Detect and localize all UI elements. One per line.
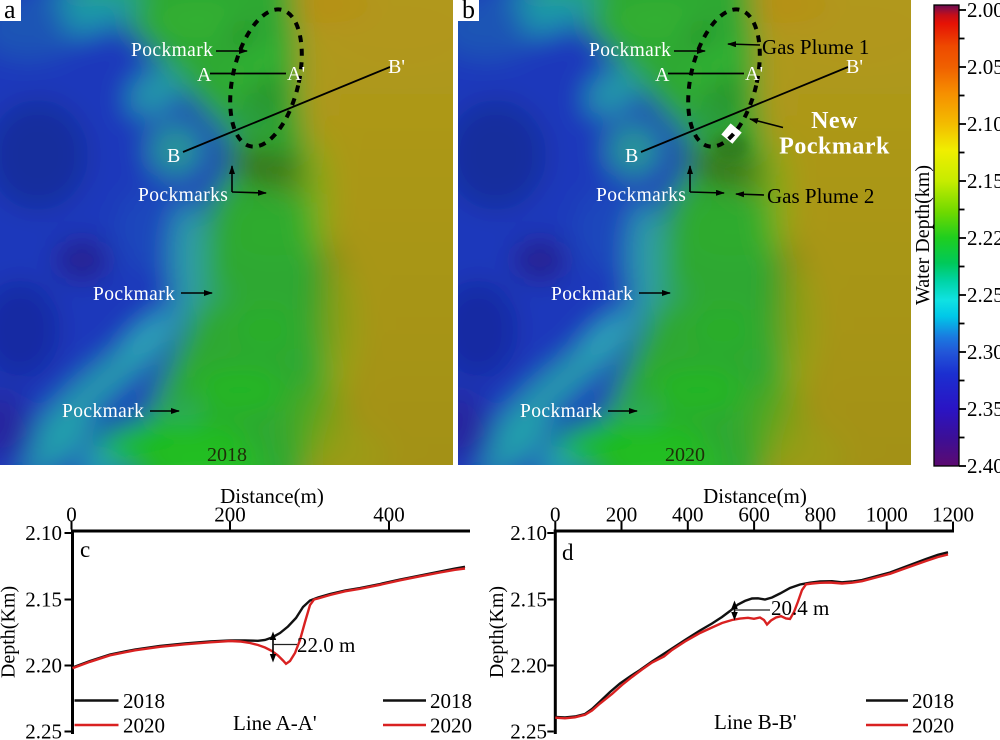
svg-text:2.15: 2.15: [25, 588, 62, 612]
svg-text:Water Depth(km): Water Depth(km): [912, 165, 934, 305]
svg-text:Distance(m): Distance(m): [220, 484, 324, 508]
svg-text:200: 200: [214, 503, 246, 527]
svg-text:A': A': [745, 63, 763, 85]
svg-text:Pockmarks: Pockmarks: [138, 185, 228, 206]
svg-text:2.05: 2.05: [967, 55, 1000, 79]
svg-text:800: 800: [805, 503, 837, 527]
svg-text:Depth(Km): Depth(Km): [0, 586, 20, 678]
svg-text:2018: 2018: [430, 689, 472, 713]
svg-text:A: A: [655, 64, 670, 86]
svg-text:Distance(m): Distance(m): [703, 484, 807, 508]
svg-text:Gas Plume 2: Gas Plume 2: [767, 184, 874, 208]
svg-text:1000: 1000: [866, 503, 908, 527]
svg-text:Pockmark: Pockmark: [779, 134, 890, 160]
svg-text:2.35: 2.35: [967, 397, 1000, 421]
svg-text:Pockmark: Pockmark: [62, 401, 144, 422]
svg-text:0: 0: [66, 503, 77, 527]
svg-text:d: d: [562, 540, 574, 565]
svg-text:2.00: 2.00: [967, 0, 1000, 22]
svg-text:B: B: [625, 145, 638, 167]
svg-text:2.25: 2.25: [967, 283, 1000, 307]
svg-text:Pockmarks: Pockmarks: [596, 185, 686, 206]
svg-text:2020: 2020: [912, 714, 954, 738]
svg-text:Depth(Km): Depth(Km): [486, 586, 508, 678]
svg-text:Line A-A': Line A-A': [233, 711, 317, 735]
svg-text:2020: 2020: [665, 444, 705, 466]
svg-text:c: c: [80, 537, 90, 562]
svg-text:2.10: 2.10: [25, 521, 62, 545]
svg-text:1200: 1200: [932, 503, 974, 527]
svg-text:400: 400: [672, 503, 704, 527]
svg-text:Pockmark: Pockmark: [131, 40, 213, 61]
svg-text:New: New: [811, 108, 858, 134]
svg-text:2.20: 2.20: [25, 654, 62, 678]
svg-text:Pockmark: Pockmark: [589, 40, 671, 61]
svg-text:A: A: [197, 64, 212, 86]
svg-text:Pockmark: Pockmark: [93, 284, 175, 305]
svg-text:20.4 m: 20.4 m: [771, 596, 829, 620]
svg-text:2.30: 2.30: [967, 340, 1000, 364]
svg-text:A': A': [287, 63, 305, 85]
svg-text:2.15: 2.15: [510, 588, 547, 612]
svg-text:a: a: [4, 0, 16, 24]
svg-text:2.20: 2.20: [510, 654, 547, 678]
svg-text:22.0 m: 22.0 m: [297, 633, 355, 657]
svg-text:B: B: [167, 145, 180, 167]
svg-text:Line B-B': Line B-B': [714, 710, 797, 734]
svg-text:2.10: 2.10: [510, 521, 547, 545]
svg-text:2.22: 2.22: [967, 226, 1000, 250]
svg-text:2.15: 2.15: [967, 169, 1000, 193]
svg-text:200: 200: [606, 503, 638, 527]
svg-text:Gas Plume 1: Gas Plume 1: [762, 35, 869, 59]
svg-text:2.10: 2.10: [967, 112, 1000, 136]
svg-text:2.25: 2.25: [25, 720, 62, 740]
svg-text:2018: 2018: [207, 444, 247, 466]
svg-text:2020: 2020: [430, 714, 472, 738]
svg-text:b: b: [462, 0, 475, 24]
svg-text:2018: 2018: [123, 689, 165, 713]
svg-text:0: 0: [550, 503, 561, 527]
svg-text:B': B': [846, 56, 863, 78]
svg-text:B': B': [388, 56, 405, 78]
svg-text:2018: 2018: [912, 689, 954, 713]
svg-text:400: 400: [373, 503, 405, 527]
svg-text:Pockmark: Pockmark: [520, 401, 602, 422]
svg-text:Pockmark: Pockmark: [551, 284, 633, 305]
svg-text:600: 600: [738, 503, 770, 527]
svg-text:2.25: 2.25: [510, 720, 547, 740]
svg-text:2.40: 2.40: [967, 454, 1000, 478]
svg-text:2020: 2020: [123, 714, 165, 738]
